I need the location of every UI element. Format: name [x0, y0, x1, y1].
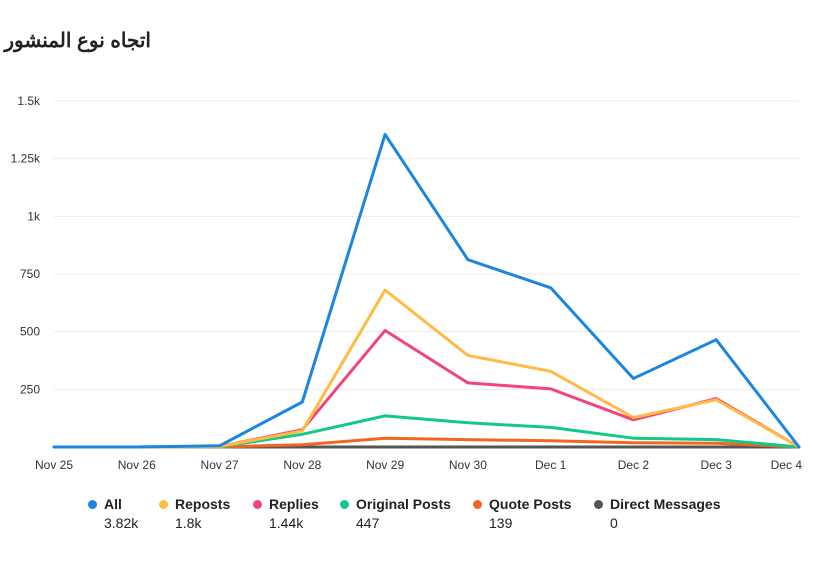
- legend-total: 447: [356, 515, 380, 531]
- x-tick-label: Nov 28: [283, 458, 321, 472]
- legend-label: Replies: [269, 496, 319, 512]
- legend-item-replies[interactable]: Replies 1.44k: [253, 496, 319, 531]
- chart-title: اتجاه نوع المنشور: [4, 30, 151, 52]
- gridlines: [54, 100, 799, 448]
- legend-swatch: [88, 499, 97, 509]
- x-axis-ticks: Nov 25 Nov 26 Nov 27 Nov 28 Nov 29 Nov 30 Dec …: [35, 458, 802, 472]
- legend-item-reposts[interactable]: Reposts 1.8k: [159, 496, 230, 531]
- y-tick-label: 750: [20, 267, 40, 281]
- series-line-reposts: [52, 288, 801, 449]
- x-tick-label: Nov 30: [449, 458, 487, 472]
- legend-label: All: [104, 496, 122, 512]
- legend-item-original-posts[interactable]: Original Posts 447: [340, 496, 451, 531]
- series-line-all: [52, 132, 801, 449]
- legend-label: Direct Messages: [610, 496, 721, 512]
- legend-total: 139: [489, 515, 513, 531]
- legend-swatch: [340, 499, 349, 509]
- series-line-replies: [52, 329, 801, 449]
- legend-item-direct-messages[interactable]: Direct Messages 0: [594, 496, 721, 531]
- y-tick-label: 500: [20, 325, 40, 339]
- x-tick-label: Nov 27: [201, 458, 239, 472]
- legend-item-quote-posts[interactable]: Quote Posts 139: [473, 496, 571, 531]
- y-tick-label: 1.5k: [17, 94, 41, 108]
- legend-label: Original Posts: [356, 496, 451, 512]
- x-tick-label: Nov 29: [366, 458, 404, 472]
- legend-swatch: [253, 499, 262, 509]
- legend-label: Reposts: [175, 496, 231, 512]
- x-tick-label: Dec 2: [618, 458, 650, 472]
- legend-swatch: [473, 499, 482, 509]
- y-tick-label: 1.25k: [11, 152, 41, 166]
- x-tick-label: Nov 26: [118, 458, 156, 472]
- x-tick-label: Nov 25: [35, 458, 73, 472]
- x-tick-label: Dec 4: [771, 458, 803, 472]
- legend-swatch: [594, 499, 603, 509]
- series-lines: [52, 132, 801, 449]
- x-tick-label: Dec 3: [701, 458, 733, 472]
- legend-total: 3.82k: [104, 515, 139, 531]
- legend-total: 1.8k: [175, 515, 202, 531]
- legend-total: 1.44k: [269, 515, 304, 531]
- legend-total: 0: [610, 515, 618, 531]
- x-tick-label: Dec 1: [535, 458, 567, 472]
- y-axis-ticks: 250 500 750 1k 1.25k 1.5k: [11, 94, 41, 396]
- legend-item-all[interactable]: All 3.82k: [88, 496, 138, 531]
- y-tick-label: 1k: [27, 209, 41, 223]
- y-tick-label: 250: [20, 382, 40, 396]
- legend-swatch: [159, 499, 168, 509]
- legend-label: Quote Posts: [489, 496, 572, 512]
